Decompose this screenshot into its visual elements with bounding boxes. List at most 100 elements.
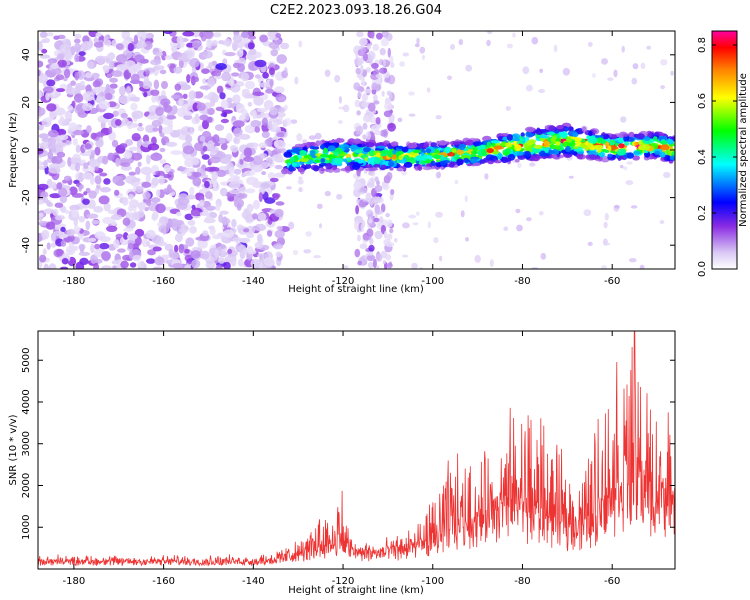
x-tick-label: -80 xyxy=(514,576,530,587)
heatmap-cell xyxy=(235,103,245,114)
heatmap-cell xyxy=(49,109,57,119)
heatmap-cell xyxy=(326,154,337,159)
heatmap-cell xyxy=(355,205,359,215)
heatmap-cell xyxy=(199,114,209,121)
heatmap-cell xyxy=(225,132,233,142)
heatmap-cell xyxy=(635,133,645,140)
heatmap-cell xyxy=(50,63,59,70)
heatmap-cell xyxy=(199,211,208,216)
heatmap-cell xyxy=(204,180,210,189)
colorbar-label: Normalized spectral amplitude xyxy=(738,73,749,227)
heatmap-cell xyxy=(231,72,240,77)
heatmap-cell xyxy=(263,257,275,267)
heatmap-cell xyxy=(621,45,625,53)
heatmap-cell xyxy=(114,189,120,196)
heatmap-cell xyxy=(272,120,278,131)
heatmap-cell xyxy=(142,191,151,200)
heatmap-cell xyxy=(39,254,47,263)
heatmap-cell xyxy=(258,192,263,203)
heatmap-cell xyxy=(308,141,317,147)
heatmap-cell xyxy=(238,134,251,140)
heatmap-cell xyxy=(215,63,227,70)
heatmap-cell xyxy=(215,203,221,212)
heatmap-cell xyxy=(44,37,50,44)
heatmap-cell xyxy=(73,217,79,227)
heatmap-cell xyxy=(78,51,86,57)
heatmap-cell xyxy=(402,254,409,258)
heatmap-cell xyxy=(68,122,77,132)
heatmap-cell xyxy=(416,143,424,149)
heatmap-cell xyxy=(439,255,443,262)
heatmap-cell xyxy=(182,31,195,37)
heatmap-cell xyxy=(319,144,326,150)
heatmap-cell xyxy=(78,216,86,223)
heatmap-cell xyxy=(163,31,173,35)
heatmap-cell xyxy=(188,90,197,100)
heatmap-cell xyxy=(217,257,225,264)
heatmap-cell xyxy=(390,62,395,69)
heatmap-cell xyxy=(555,138,561,142)
heatmap-cell xyxy=(82,102,93,112)
heatmap-cell xyxy=(371,88,377,95)
heatmap-cell xyxy=(200,250,210,260)
heatmap-cell xyxy=(38,69,41,77)
heatmap-cell xyxy=(503,157,512,162)
heatmap-cell xyxy=(146,258,156,264)
heatmap-cell xyxy=(370,31,375,39)
heatmap-cell xyxy=(368,102,376,112)
heatmap-cell xyxy=(309,150,316,154)
heatmap-cell xyxy=(172,222,182,232)
heatmap-cell xyxy=(54,215,65,221)
heatmap-cell xyxy=(430,142,437,148)
heatmap-cell xyxy=(152,127,159,132)
heatmap-cell xyxy=(278,96,286,102)
heatmap-cell xyxy=(274,139,286,150)
heatmap-cell xyxy=(367,50,376,61)
heatmap-cell xyxy=(274,86,285,94)
heatmap-cell xyxy=(129,96,141,102)
heatmap-cell xyxy=(196,102,206,111)
heatmap-cell xyxy=(353,138,362,144)
heatmap-cell xyxy=(258,153,268,159)
heatmap-cell xyxy=(65,245,76,256)
spectrogram-ylabel: Frequency (Hz) xyxy=(8,112,19,188)
heatmap-cell xyxy=(454,179,459,185)
heatmap-cell xyxy=(364,164,373,169)
heatmap-cell xyxy=(170,45,178,53)
heatmap-cell xyxy=(486,39,491,47)
x-tick-label: -160 xyxy=(152,276,175,287)
heatmap-cell xyxy=(437,147,442,151)
heatmap-cell xyxy=(50,181,57,190)
heatmap-cell xyxy=(376,32,383,40)
heatmap-cell xyxy=(273,39,283,44)
heatmap-cell xyxy=(40,191,49,198)
heatmap-cell xyxy=(201,68,210,74)
heatmap-cell xyxy=(338,120,343,124)
heatmap-cell xyxy=(252,109,257,120)
heatmap-cell xyxy=(422,54,425,60)
heatmap-cell xyxy=(254,74,261,79)
heatmap-cell xyxy=(214,124,225,131)
heatmap-cell xyxy=(386,219,393,228)
heatmap-cell xyxy=(254,126,261,133)
colorbar-gradient xyxy=(711,30,738,270)
heatmap-cell xyxy=(383,230,388,239)
heatmap-cell xyxy=(155,170,165,176)
heatmap-cell xyxy=(64,118,70,125)
heatmap-cell xyxy=(294,143,305,148)
heatmap-cell xyxy=(274,164,283,170)
heatmap-cell xyxy=(620,116,627,123)
heatmap-cell xyxy=(587,143,593,149)
heatmap-cell xyxy=(362,147,372,153)
heatmap-cell xyxy=(472,162,481,167)
heatmap-cell xyxy=(297,167,305,173)
heatmap-cell xyxy=(183,114,193,120)
heatmap-cell xyxy=(357,159,364,164)
heatmap-cell xyxy=(389,55,394,64)
heatmap-cell xyxy=(323,147,329,154)
heatmap-cell xyxy=(213,71,222,77)
heatmap-cell xyxy=(112,265,117,269)
heatmap-cell xyxy=(223,261,231,269)
heatmap-cell xyxy=(170,150,183,156)
heatmap-cell xyxy=(126,86,132,95)
